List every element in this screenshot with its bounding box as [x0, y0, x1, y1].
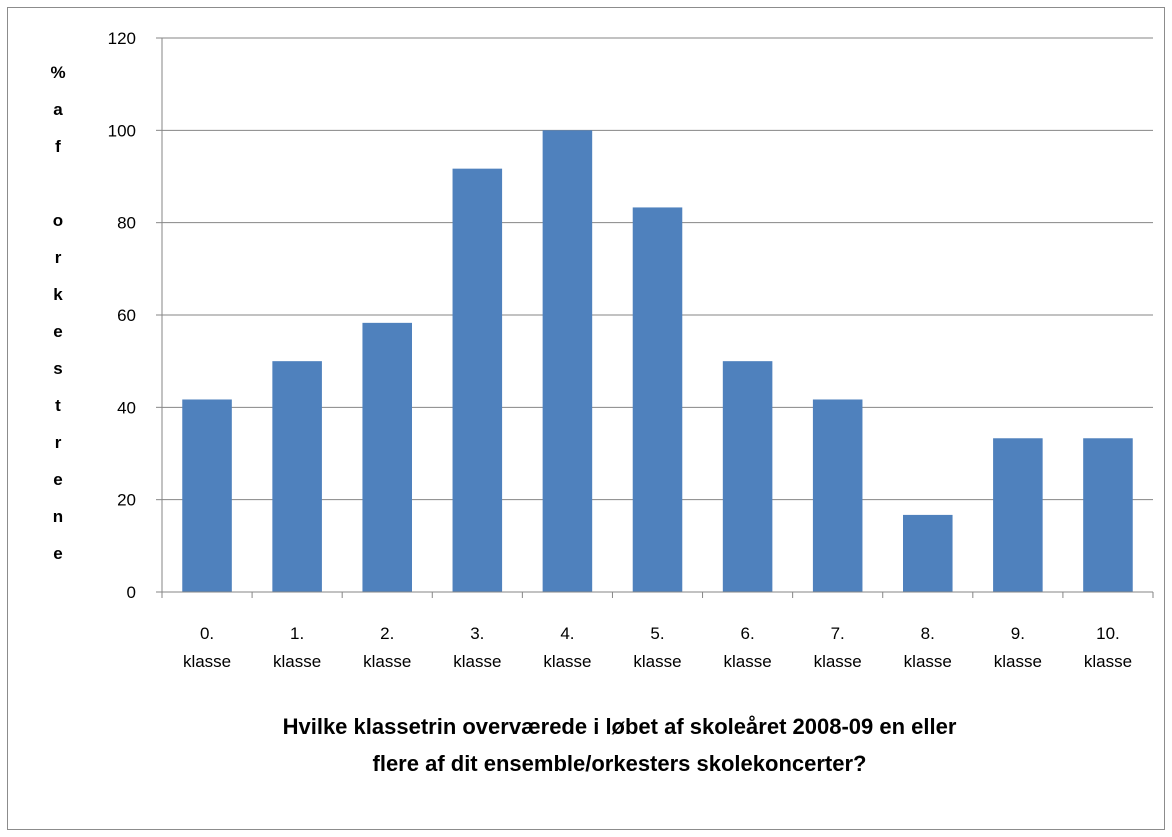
y-axis-label-char: e [53, 544, 62, 563]
x-axis-label-line: Hvilke klassetrin overværede i løbet af … [283, 714, 957, 739]
y-tick-labels: 0 20 40 60 80 100 120 [108, 29, 136, 602]
y-axis-label-char: e [53, 470, 62, 489]
bar [993, 438, 1043, 592]
y-tick-label: 40 [117, 398, 136, 417]
y-axis-label-char: s [53, 359, 62, 378]
y-axis-label-char: o [53, 211, 63, 230]
bar [902, 514, 953, 592]
x-tick-label: 8. klasse [904, 624, 952, 671]
bar [452, 168, 503, 592]
bar [362, 322, 413, 592]
x-tick-label: 0. klasse [183, 624, 231, 671]
bar [182, 399, 232, 592]
x-tick-label: 6. klasse [723, 624, 771, 671]
bar [632, 207, 683, 592]
x-tick-label: 9. klasse [994, 624, 1042, 671]
y-tick-label: 0 [127, 583, 136, 602]
x-axis-label-line: flere af dit ensemble/orkesters skolekon… [373, 751, 867, 776]
y-axis-label-char: t [55, 396, 61, 415]
bar [272, 361, 322, 592]
y-axis-label-char: n [53, 507, 63, 526]
y-tick-label: 120 [108, 29, 136, 48]
x-tick-label: 10. klasse [1084, 624, 1132, 671]
x-tick-labels: 0. klasse 1. klasse 2. klasse 3. klasse 4. klasse… [183, 624, 1132, 671]
x-tick-label: 5. klasse [633, 624, 681, 671]
gridlines [162, 37, 1153, 501]
y-tick-label: 20 [117, 491, 136, 510]
y-tick-label: 60 [117, 306, 136, 325]
y-axis-label-char: r [55, 248, 62, 267]
x-tick-label: 4. klasse [543, 624, 591, 671]
y-axis-label-char: e [53, 322, 62, 341]
bar [812, 399, 863, 592]
x-axis-label: Hvilke klassetrin overværede i løbet af … [283, 714, 957, 776]
y-axis-label-char: a [53, 100, 63, 119]
bar [722, 361, 773, 592]
bars [182, 130, 1133, 593]
y-tick-label: 80 [117, 214, 136, 233]
x-tick-label: 2. klasse [363, 624, 411, 671]
y-tick-label: 100 [108, 121, 136, 140]
axes [156, 37, 1154, 598]
y-axis-label-char: r [55, 433, 62, 452]
x-tick-label: 3. klasse [453, 624, 501, 671]
bar [1083, 438, 1133, 592]
y-axis-label-char: f [55, 137, 61, 156]
bar [542, 130, 593, 593]
y-axis-label-char: % [50, 63, 65, 82]
x-tick-label: 1. klasse [273, 624, 321, 671]
x-tick-label: 7. klasse [814, 624, 862, 671]
y-axis-label-char: k [53, 285, 63, 304]
